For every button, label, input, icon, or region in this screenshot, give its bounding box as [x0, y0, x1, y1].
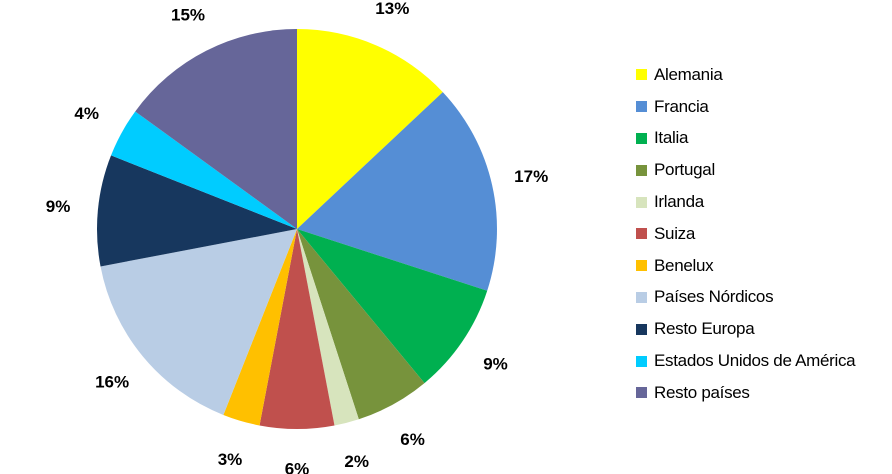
legend-label: Estados Unidos de América: [654, 351, 856, 371]
legend-swatch: [636, 69, 647, 81]
legend-swatch: [636, 260, 647, 272]
legend-item-suiza: Suiza: [636, 218, 855, 250]
pie-slice-portugal: [297, 229, 425, 420]
legend-swatch: [636, 291, 647, 303]
slice-label-paises-nordicos: 16%: [95, 373, 129, 392]
legend-swatch: [636, 323, 647, 335]
legend-item-italia: Italia: [636, 123, 855, 155]
legend-label: Resto países: [654, 382, 750, 402]
legend-swatch: [636, 228, 647, 240]
slice-label-suiza: 6%: [285, 460, 310, 474]
pie-slice-resto-europa: [96, 155, 297, 267]
legend-item-paises-nordicos: Países Nórdicos: [636, 282, 855, 314]
legend-label: Países Nórdicos: [654, 287, 774, 307]
legend-item-resto-europa: Resto Europa: [636, 313, 855, 345]
pie-slice-paises-nordicos: [100, 229, 297, 415]
legend-item-portugal: Portugal: [636, 154, 855, 186]
slice-label-italia: 9%: [483, 354, 508, 373]
slice-label-alemania: 13%: [375, 0, 409, 18]
pie-slice-benelux: [223, 229, 297, 426]
legend-label: Suiza: [654, 223, 696, 243]
pie-slice-resto-paises: [135, 29, 297, 229]
legend-item-alemania: Alemania: [636, 59, 855, 91]
pie-slice-estados-unidos-de-america: [111, 111, 297, 229]
slice-label-resto-europa: 9%: [46, 197, 71, 216]
slice-label-francia: 17%: [514, 167, 548, 186]
pie-slice-alemania: [297, 29, 443, 229]
slice-label-benelux: 3%: [218, 450, 243, 469]
legend-item-irlanda: Irlanda: [636, 186, 855, 218]
pie-slice-francia: [297, 92, 497, 291]
legend-label: Italia: [654, 128, 689, 148]
legend-item-benelux: Benelux: [636, 250, 855, 282]
legend-item-resto-paises: Resto países: [636, 377, 855, 409]
slice-label-irlanda: 2%: [344, 452, 369, 471]
legend-label: Francia: [654, 96, 709, 116]
legend-swatch: [636, 196, 647, 208]
pie-slice-irlanda: [297, 229, 359, 426]
legend-label: Resto Europa: [654, 319, 755, 339]
legend-swatch: [636, 132, 647, 144]
legend-label: Irlanda: [654, 192, 704, 212]
pie-slice-italia: [297, 229, 488, 384]
legend-item-francia: Francia: [636, 91, 855, 123]
legend-item-estados-unidos-de-america: Estados Unidos de América: [636, 345, 856, 377]
chart-legend: Alemania Francia Italia Portugal Irlanda Suiz…: [636, 59, 856, 409]
legend-label: Benelux: [654, 255, 714, 275]
slice-label-estados-unidos-de-america: 4%: [74, 104, 99, 123]
slice-label-resto-paises: 15%: [171, 6, 205, 25]
legend-swatch: [636, 164, 647, 176]
legend-label: Portugal: [654, 160, 715, 180]
legend-swatch: [636, 355, 647, 367]
legend-label: Alemania: [654, 64, 723, 84]
legend-swatch: [636, 101, 647, 113]
pie-slice-suiza: [259, 229, 335, 430]
slice-label-portugal: 6%: [400, 430, 425, 449]
legend-swatch: [636, 387, 647, 399]
